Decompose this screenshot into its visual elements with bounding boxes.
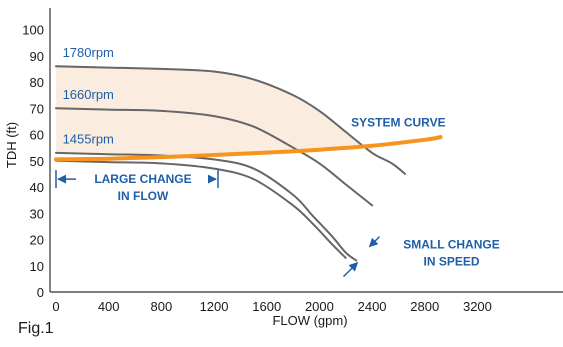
y-tick-label: 20 [30, 233, 44, 248]
x-tick-label: 1200 [200, 299, 229, 314]
shaded-operating-region [56, 66, 373, 156]
series-label-1455rpm: 1455rpm [63, 132, 114, 147]
x-tick-label: 1600 [252, 299, 281, 314]
pump-curve-line-1455rpm [55, 151, 358, 262]
y-tick-label: 100 [22, 23, 44, 38]
system-curve-label: SYSTEM CURVE [351, 116, 445, 130]
pump-curve-line-series-3 [55, 159, 347, 259]
pump-curve-line-1660rpm [55, 107, 374, 207]
figure-caption: Fig.1 [18, 320, 54, 337]
x-ticks-layer: 0 400 800 1200 1600 2000 2400 2800 3200 [52, 299, 492, 314]
series-label-1780rpm: 1780rpm [63, 45, 114, 60]
x-tick-label: 3200 [463, 299, 492, 314]
y-tick-label: 10 [30, 259, 44, 274]
x-tick-label: 2800 [410, 299, 439, 314]
axes-layer [49, 8, 563, 293]
speed-arrow-upper [368, 236, 381, 248]
pump-curve-line-1780rpm [55, 65, 406, 175]
series-label-1660rpm: 1660rpm [63, 87, 114, 102]
y-tick-label: 70 [30, 101, 44, 116]
x-tick-label: 0 [52, 299, 59, 314]
labels-layer: 1780rpm 1660rpm 1455rpm SYSTEM CURVE LARGE C… [55, 45, 500, 278]
x-tick-label: 2400 [358, 299, 387, 314]
large-change-in-flow-label: LARGE CHANGE [94, 172, 191, 186]
y-tick-label: 50 [30, 154, 44, 169]
x-tick-label: 400 [98, 299, 120, 314]
y-tick-label: 90 [30, 49, 44, 64]
speed-arrow-lower [342, 261, 359, 278]
small-change-in-speed-label: SMALL CHANGE [403, 238, 499, 252]
curves-layer [54, 65, 443, 262]
x-tick-label: 2000 [305, 299, 334, 314]
y-tick-label: 0 [37, 285, 44, 300]
shaded-region-layer [56, 66, 373, 156]
system-curve-line [54, 135, 443, 162]
x-axis-title: FLOW (gpm) [272, 313, 347, 328]
y-ticks-layer: 0 10 20 30 40 50 60 70 80 90 100 [22, 23, 44, 301]
x-tick-label: 800 [151, 299, 173, 314]
y-axis-title: TDH (ft) [4, 122, 19, 168]
y-tick-label: 30 [30, 206, 44, 221]
small-change-in-speed-label: IN SPEED [423, 255, 479, 269]
y-tick-label: 60 [30, 128, 44, 143]
y-tick-label: 80 [30, 75, 44, 90]
large-change-in-flow-label: IN FLOW [118, 189, 169, 203]
y-tick-label: 40 [30, 180, 44, 195]
